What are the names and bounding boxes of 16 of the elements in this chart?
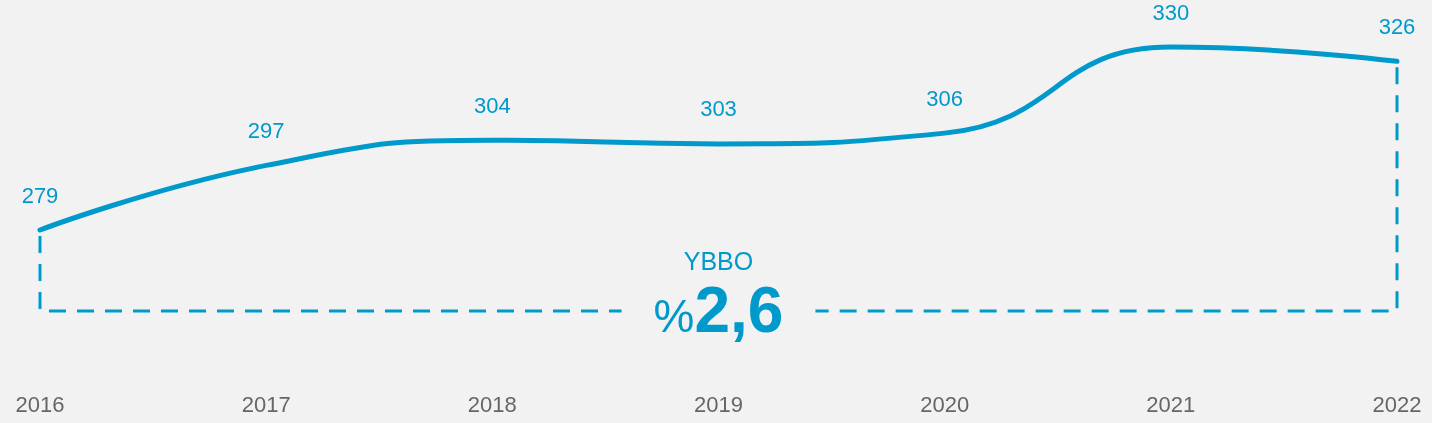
data-label: 279	[21, 182, 59, 208]
x-tick-label: 2018	[467, 391, 517, 417]
x-tick-label: 2019	[694, 391, 743, 417]
text: %2,6	[653, 274, 784, 346]
data-label: 330	[1152, 0, 1190, 25]
x-tick-label: 2017	[241, 391, 291, 417]
data-label: 303	[700, 96, 737, 122]
data-label: 304	[473, 92, 511, 118]
x-tick-label: 2020	[920, 391, 970, 417]
x-tick-label: 2016	[15, 391, 65, 417]
data-label: 306	[926, 85, 964, 111]
data-label: 297	[247, 117, 285, 143]
x-tick-label: 2021	[1146, 391, 1196, 417]
data-label: 326	[1378, 13, 1416, 39]
text: YBBO	[683, 247, 754, 275]
x-tick-label: 2022	[1372, 391, 1422, 417]
